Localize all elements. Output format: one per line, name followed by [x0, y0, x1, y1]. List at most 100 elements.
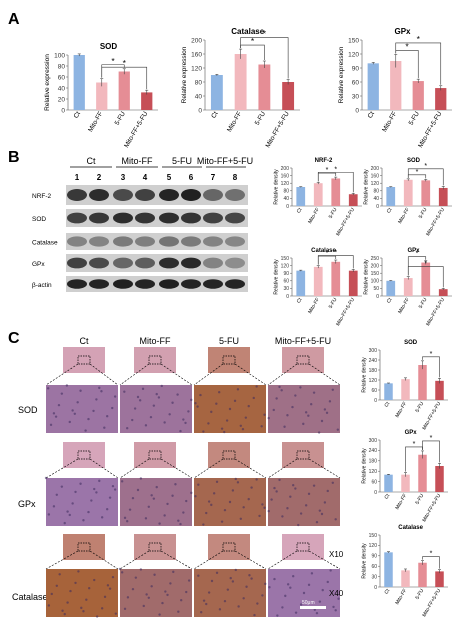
- y-axis-label: Relative density: [274, 259, 280, 295]
- blot-group-label-mitoff: Mito-FF: [122, 156, 153, 166]
- significance-star: *: [424, 163, 427, 170]
- stain-overlay: [134, 442, 176, 468]
- nucleus: [252, 396, 255, 400]
- nucleus: [166, 593, 169, 597]
- stain-overlay: [268, 478, 340, 526]
- blot-group-label-5fu: 5-FU: [172, 156, 192, 166]
- nucleus: [318, 600, 322, 603]
- nucleus: [331, 388, 334, 391]
- bar: [403, 278, 413, 296]
- nucleus: [215, 480, 219, 484]
- nucleus: [126, 427, 129, 430]
- nucleus: [63, 521, 66, 525]
- stain-overlay: [46, 478, 118, 526]
- nucleus: [113, 395, 117, 398]
- nucleus: [176, 393, 179, 396]
- y-tick-label: 60: [283, 279, 289, 285]
- nucleus: [307, 414, 310, 417]
- blot-band: [159, 257, 179, 269]
- nucleus: [84, 429, 87, 432]
- nucleus: [326, 580, 329, 584]
- chart-title: GPx: [405, 430, 418, 436]
- nucleus: [182, 418, 185, 421]
- nucleus: [239, 517, 242, 520]
- nucleus: [275, 490, 278, 493]
- blot-band: [181, 236, 201, 247]
- x-tick-label: 5-FU: [418, 207, 429, 220]
- nucleus: [234, 477, 237, 481]
- significance-bracket: [407, 256, 427, 276]
- x-tick-label: Mito-FF: [397, 207, 411, 225]
- x-tick-label: 5-FU: [408, 110, 421, 126]
- x-tick-label: Mito-FF+5-FU: [417, 110, 444, 149]
- bar: [384, 474, 393, 492]
- nucleus: [174, 483, 177, 486]
- nucleus: [244, 416, 248, 419]
- nucleus: [205, 602, 208, 606]
- scale-bar: [300, 606, 326, 609]
- nucleus: [247, 497, 250, 501]
- nucleus: [58, 573, 61, 576]
- nucleus: [134, 576, 138, 579]
- x-tick-label: Mito-FF+5-FU: [421, 493, 442, 523]
- ihc-high-mag-tile: [267, 478, 340, 527]
- zoom-guide-line: [89, 458, 119, 479]
- nucleus: [328, 400, 332, 403]
- x-tick-label: Mito-FF: [307, 207, 321, 225]
- zoom-guide-line: [193, 458, 224, 479]
- x-tick-label: Mito-FF+5-FU: [421, 401, 442, 431]
- nucleus: [49, 423, 53, 427]
- blot-row-label: Catalase: [32, 240, 58, 247]
- nucleus: [77, 570, 80, 573]
- blot-band: [135, 236, 155, 247]
- nucleus: [228, 407, 232, 411]
- zoom-guide-line: [193, 363, 224, 386]
- nucleus: [255, 478, 258, 481]
- y-tick-label: 100: [371, 279, 380, 285]
- bar: [296, 270, 306, 296]
- y-tick-label: 90: [283, 271, 289, 277]
- bar: [412, 81, 424, 110]
- nucleus: [202, 430, 205, 433]
- nucleus: [153, 573, 156, 576]
- nucleus: [187, 579, 191, 582]
- nucleus: [98, 479, 101, 483]
- x-tick-label: Mito-FF: [397, 297, 411, 315]
- ihc-row-label-gpx: GPx: [18, 499, 36, 509]
- blot-band: [225, 257, 245, 269]
- blot-row-label: GPx: [32, 261, 45, 268]
- nucleus: [171, 401, 174, 404]
- ihc-low-mag-tile: [282, 534, 324, 560]
- nucleus: [187, 410, 190, 413]
- significance-star: *: [123, 58, 127, 68]
- blot-band: [67, 236, 87, 247]
- zoom-box: [148, 355, 162, 365]
- nucleus: [325, 411, 329, 415]
- stain-overlay: [46, 385, 118, 433]
- zoom-guide-line: [267, 458, 298, 479]
- bar: [348, 194, 358, 206]
- nucleus: [210, 579, 214, 583]
- nucleus: [106, 508, 109, 511]
- nucleus: [218, 391, 221, 394]
- bar: [421, 262, 431, 296]
- ihc-low-mag-tile: [134, 442, 176, 468]
- zoom-guide-line: [234, 550, 267, 570]
- ihc-low-mag-tile: [208, 347, 250, 373]
- zoom-guide-line: [193, 550, 224, 570]
- nucleus: [87, 417, 90, 421]
- nucleus: [234, 568, 237, 572]
- y-tick-label: 0: [376, 294, 379, 300]
- tissue-section: [134, 534, 176, 560]
- nucleus: [291, 405, 294, 409]
- nucleus: [182, 511, 185, 514]
- nucleus: [44, 476, 48, 480]
- y-tick-label: 30: [283, 286, 289, 292]
- y-tick-label: 60: [371, 388, 377, 394]
- stain-overlay: [120, 478, 192, 526]
- nucleus: [74, 490, 77, 494]
- blot-membrane: [66, 233, 248, 250]
- y-tick-label: 40: [58, 85, 66, 92]
- stain-overlay: [282, 442, 324, 468]
